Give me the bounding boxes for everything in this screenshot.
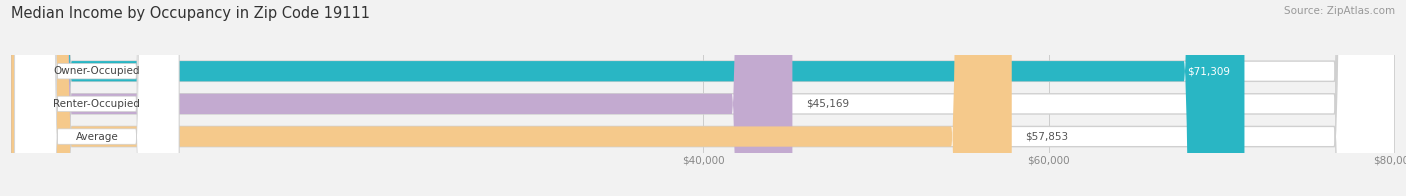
FancyBboxPatch shape: [14, 0, 179, 196]
FancyBboxPatch shape: [11, 0, 1395, 196]
Text: $57,853: $57,853: [1025, 132, 1069, 142]
FancyBboxPatch shape: [11, 0, 1395, 196]
Text: Average: Average: [76, 132, 118, 142]
FancyBboxPatch shape: [11, 0, 1395, 196]
FancyBboxPatch shape: [11, 0, 793, 196]
FancyBboxPatch shape: [14, 0, 179, 196]
FancyBboxPatch shape: [14, 0, 179, 196]
FancyBboxPatch shape: [11, 0, 1012, 196]
FancyBboxPatch shape: [11, 0, 1244, 196]
Text: Owner-Occupied: Owner-Occupied: [53, 66, 141, 76]
Text: Renter-Occupied: Renter-Occupied: [53, 99, 141, 109]
Text: $45,169: $45,169: [806, 99, 849, 109]
Text: $71,309: $71,309: [1188, 66, 1230, 76]
Text: Median Income by Occupancy in Zip Code 19111: Median Income by Occupancy in Zip Code 1…: [11, 6, 370, 21]
Text: Source: ZipAtlas.com: Source: ZipAtlas.com: [1284, 6, 1395, 16]
